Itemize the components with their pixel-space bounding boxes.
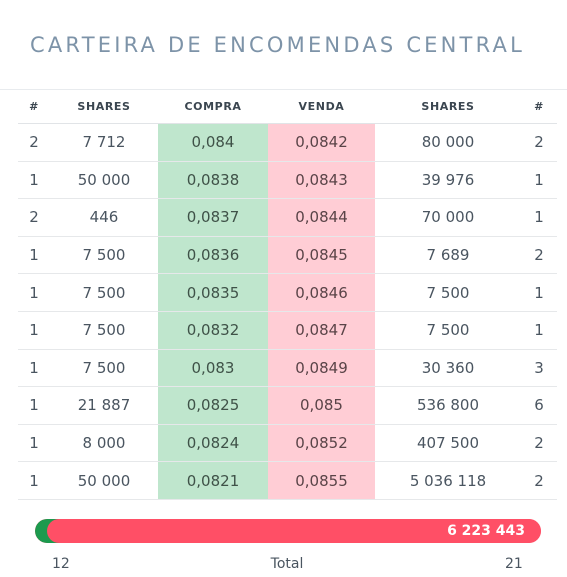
- buy-orders-total: 12: [52, 556, 70, 572]
- buy-price-cell: 0,0832: [158, 311, 268, 349]
- header-sell-price: VENDA: [298, 100, 345, 113]
- sell-shares-cell: 536 800: [416, 396, 480, 415]
- totals-bar-sell-segment: 6 223 443: [47, 519, 541, 543]
- buy-count-cell: 1: [29, 321, 39, 340]
- sell-price-cell: 0,0852: [268, 424, 375, 462]
- sell-count-cell: 2: [534, 133, 544, 152]
- sell-price-cell: 0,0843: [268, 161, 375, 199]
- buy-shares-cell: 7 500: [82, 246, 126, 265]
- table-row: 1 7 500 0,0836 0,0845 7 689 2: [18, 236, 557, 275]
- header-sell-shares: SHARES: [421, 100, 475, 113]
- sell-price-cell: 0,0846: [268, 274, 375, 311]
- sell-count-cell: 6: [534, 396, 544, 415]
- sell-price-cell: 0,0844: [268, 199, 375, 236]
- buy-shares-cell: 7 712: [82, 133, 126, 152]
- buy-count-cell: 1: [29, 170, 39, 189]
- table-header: # SHARES COMPRA VENDA SHARES #: [18, 90, 557, 124]
- table-row: 2 446 0,0837 0,0844 70 000 1: [18, 199, 557, 237]
- sell-count-cell: 1: [534, 170, 544, 189]
- buy-count-cell: 1: [29, 358, 39, 377]
- buy-shares-cell: 7 500: [82, 283, 126, 302]
- buy-count-cell: 1: [29, 434, 39, 453]
- sell-count-cell: 3: [534, 358, 544, 377]
- sell-price-cell: 0,0842: [268, 124, 375, 161]
- table-row: 1 8 000 0,0824 0,0852 407 500 2: [18, 424, 557, 463]
- buy-shares-cell: 21 887: [77, 396, 131, 415]
- buy-shares-cell: 8 000: [82, 434, 126, 453]
- sell-orders-total: 21: [505, 556, 523, 572]
- sell-count-cell: 1: [534, 321, 544, 340]
- table-row: 2 7 712 0,084 0,0842 80 000 2: [18, 124, 557, 162]
- header-sell-count: #: [534, 100, 544, 113]
- totals-bar: 6 223 443: [35, 519, 541, 543]
- sell-count-cell: 2: [534, 471, 544, 490]
- page-title: CARTEIRA DE ENCOMENDAS CENTRAL: [30, 33, 525, 57]
- sell-shares-cell: 407 500: [416, 434, 480, 453]
- buy-price-cell: 0,0821: [158, 462, 268, 499]
- sell-count-cell: 1: [534, 283, 544, 302]
- sell-shares-cell: 7 500: [426, 283, 470, 302]
- table-row: 1 7 500 0,0832 0,0847 7 500 1: [18, 311, 557, 350]
- buy-price-cell: 0,084: [158, 124, 268, 161]
- sell-price-cell: 0,0847: [268, 311, 375, 349]
- sell-shares-cell: 7 500: [426, 321, 470, 340]
- buy-count-cell: 1: [29, 283, 39, 302]
- sell-shares-cell: 7 689: [426, 246, 470, 265]
- header-buy-count: #: [29, 100, 39, 113]
- buy-price-cell: 0,0824: [158, 424, 268, 462]
- buy-price-cell: 0,0835: [158, 274, 268, 311]
- sell-shares-cell: 5 036 118: [409, 471, 487, 490]
- buy-count-cell: 1: [29, 471, 39, 490]
- total-label: Total: [270, 556, 304, 572]
- sell-total-shares: 6 223 443: [447, 523, 525, 539]
- buy-count-cell: 1: [29, 396, 39, 415]
- sell-shares-cell: 70 000: [421, 208, 475, 227]
- buy-count-cell: 2: [29, 208, 39, 227]
- order-book-table: # SHARES COMPRA VENDA SHARES # 2 7 712 0,0…: [18, 90, 557, 500]
- title-divider: [0, 89, 567, 90]
- buy-price-cell: 0,0825: [158, 387, 268, 424]
- sell-price-cell: 0,0855: [268, 462, 375, 499]
- sell-count-cell: 2: [534, 246, 544, 265]
- header-buy-shares: SHARES: [77, 100, 131, 113]
- buy-shares-cell: 446: [89, 208, 119, 227]
- table-row: 1 7 500 0,083 0,0849 30 360 3: [18, 349, 557, 388]
- sell-shares-cell: 39 976: [421, 170, 475, 189]
- sell-price-cell: 0,085: [268, 387, 375, 424]
- sell-count-cell: 2: [534, 434, 544, 453]
- buy-price-cell: 0,0837: [158, 199, 268, 236]
- sell-shares-cell: 30 360: [421, 358, 475, 377]
- sell-price-cell: 0,0849: [268, 349, 375, 387]
- buy-shares-cell: 7 500: [82, 321, 126, 340]
- buy-count-cell: 1: [29, 246, 39, 265]
- buy-shares-cell: 7 500: [82, 358, 126, 377]
- table-row: 1 21 887 0,0825 0,085 536 800 6: [18, 387, 557, 425]
- buy-shares-cell: 50 000: [77, 471, 131, 490]
- header-buy-price: COMPRA: [184, 100, 242, 113]
- sell-price-cell: 0,0845: [268, 236, 375, 274]
- buy-price-cell: 0,083: [158, 349, 268, 387]
- buy-price-cell: 0,0836: [158, 236, 268, 274]
- buy-count-cell: 2: [29, 133, 39, 152]
- table-row: 1 50 000 0,0821 0,0855 5 036 118 2: [18, 462, 557, 500]
- buy-shares-cell: 50 000: [77, 170, 131, 189]
- buy-price-cell: 0,0838: [158, 161, 268, 199]
- sell-count-cell: 1: [534, 208, 544, 227]
- sell-shares-cell: 80 000: [421, 133, 475, 152]
- table-row: 1 7 500 0,0835 0,0846 7 500 1: [18, 274, 557, 312]
- table-row: 1 50 000 0,0838 0,0843 39 976 1: [18, 161, 557, 200]
